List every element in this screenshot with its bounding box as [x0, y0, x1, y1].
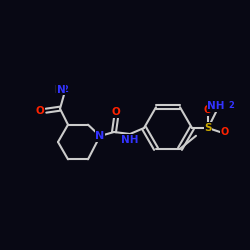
- Text: O: O: [36, 106, 44, 116]
- Text: NH: NH: [121, 135, 139, 145]
- Text: O: O: [204, 105, 212, 115]
- Text: N: N: [56, 85, 66, 95]
- Text: O: O: [112, 107, 120, 117]
- Text: H: H: [54, 85, 62, 95]
- Text: O: O: [221, 127, 229, 137]
- Text: N: N: [96, 131, 104, 141]
- Text: S: S: [204, 123, 212, 133]
- Text: 2: 2: [228, 100, 234, 110]
- Text: NH: NH: [207, 101, 225, 111]
- Text: 2: 2: [62, 85, 68, 94]
